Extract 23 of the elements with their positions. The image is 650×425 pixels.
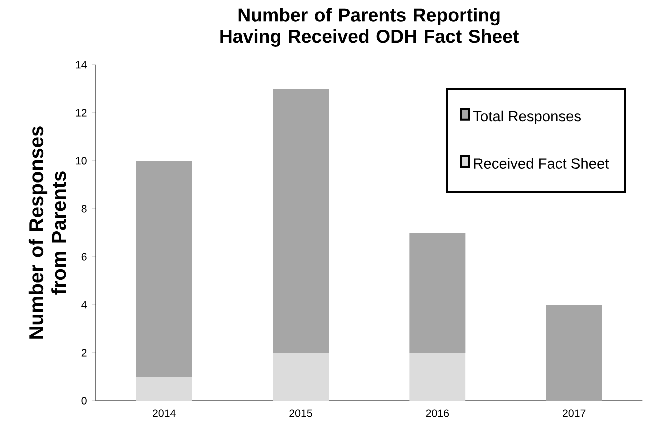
legend-label: Total Responses	[473, 110, 581, 125]
y-tick-label: 10	[76, 157, 87, 165]
legend-label: Received Fact Sheet	[474, 158, 610, 169]
y-tick-label: 14	[76, 61, 87, 69]
y-tick-label: 0	[82, 397, 87, 405]
x-tick-label: 2014	[153, 410, 176, 418]
bar	[410, 233, 466, 353]
bar	[136, 377, 192, 401]
y-tick-label: 12	[76, 109, 87, 117]
y-tick-label: 6	[82, 253, 87, 261]
x-tick-label: 2016	[426, 410, 450, 418]
y-tick-label: 8	[82, 205, 87, 213]
bar	[273, 353, 330, 401]
bar	[136, 161, 192, 377]
y-tick-label: 2	[82, 349, 87, 357]
bar	[546, 305, 602, 401]
y-axis-title: Number of Responses from Parents	[28, 126, 66, 339]
x-tick-label: 2015	[290, 410, 312, 418]
bar	[273, 89, 330, 353]
bar	[410, 353, 466, 401]
x-tick-label: 2017	[563, 410, 586, 418]
chart-title: Number of Parents Reporting Having Received ODH Fact Sheet	[220, 8, 519, 47]
y-tick-label: 4	[82, 301, 87, 309]
